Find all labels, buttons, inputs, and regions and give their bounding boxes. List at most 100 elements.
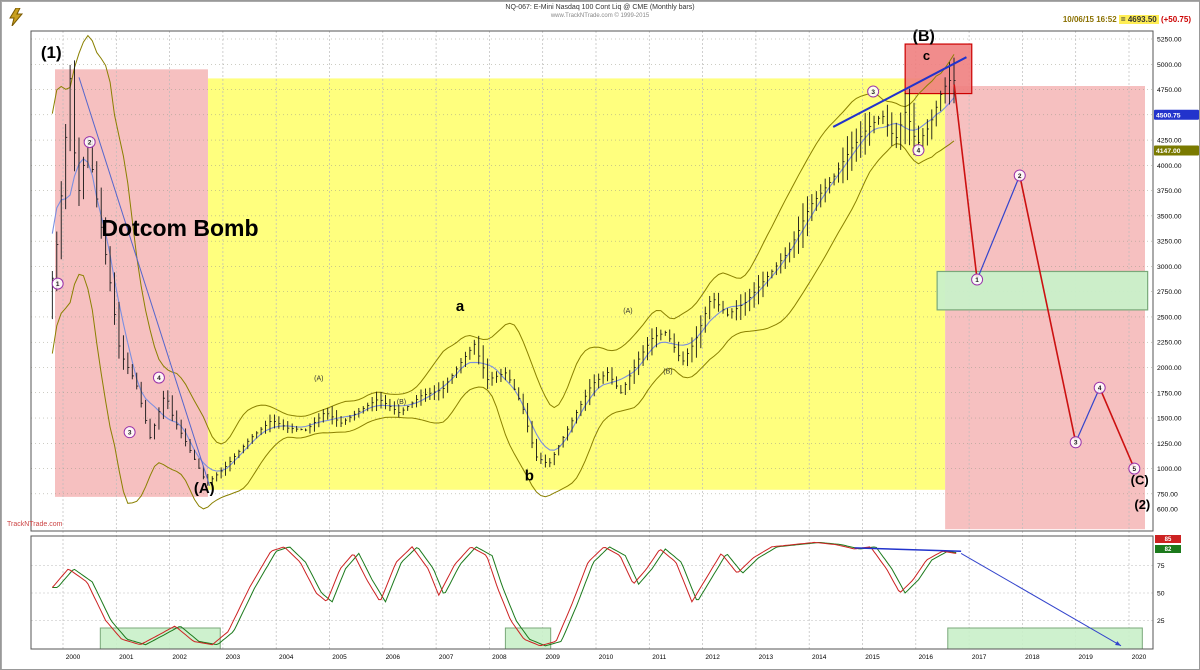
- oversold-box: [947, 627, 1143, 650]
- price-tick-label: 1750.00: [1157, 390, 1182, 397]
- year-tick-label: 2009: [545, 654, 560, 661]
- wave-circle-number: 4: [157, 375, 161, 382]
- wave-label: (C): [1131, 473, 1149, 488]
- support-box: [936, 270, 1149, 311]
- app-logo-icon[interactable]: [8, 7, 24, 27]
- wave-label: (2): [1134, 497, 1150, 512]
- year-tick-label: 2002: [172, 654, 187, 661]
- price-tick-label: 5250.00: [1157, 37, 1182, 44]
- wave-circle-number: 3: [871, 89, 875, 96]
- osc-tick-label: 75: [1157, 563, 1165, 570]
- wave-label: a: [456, 298, 465, 315]
- year-tick-label: 2014: [812, 654, 827, 661]
- bull-market-zone: [207, 78, 946, 490]
- wave-circle: [912, 144, 925, 157]
- year-tick-label: 2006: [386, 654, 401, 661]
- price-tick-label: 1250.00: [1157, 441, 1182, 448]
- quote-readout: 10/06/15 16:52 = 4693.50 (+50.75): [1063, 15, 1191, 24]
- trendline: [832, 56, 967, 128]
- price-highlight: [1154, 145, 1199, 156]
- year-tick-label: 2003: [226, 654, 241, 661]
- wave-circle: [1128, 462, 1141, 475]
- year-tick-label: 2019: [1078, 654, 1093, 661]
- wave-circle: [867, 85, 880, 98]
- wave-label: (1): [41, 43, 62, 62]
- wave-circle: [123, 426, 136, 439]
- wave-label: Dotcom Bomb: [101, 215, 258, 241]
- main-plot-frame: [30, 30, 1154, 532]
- year-tick-label: 2015: [865, 654, 880, 661]
- watermark: TrackNTrade.com: [7, 521, 63, 528]
- osc-readout: [1155, 545, 1181, 553]
- osc-readout-value: 85: [1165, 537, 1172, 543]
- chart-title: NQ-067: E-Mini Nasdaq 100 Cont Liq @ CME…: [505, 4, 695, 11]
- year-tick-label: 2011: [652, 654, 666, 661]
- price-bars: [51, 57, 956, 486]
- osc-projection-line: [960, 552, 1122, 647]
- wave-circle-number: 2: [1018, 173, 1022, 180]
- price-tick-label: 3000.00: [1157, 264, 1182, 271]
- year-tick-label: 2001: [119, 654, 134, 661]
- price-tick-label: 4750.00: [1157, 87, 1182, 94]
- price-tick-label: 1500.00: [1157, 416, 1182, 423]
- wave-circle: [971, 273, 984, 286]
- price-tick-label: 4250.00: [1157, 138, 1182, 145]
- minor-wave-label: (B): [663, 369, 672, 376]
- year-tick-label: 2000: [66, 654, 81, 661]
- quote-change: (+50.75): [1160, 15, 1191, 24]
- projection-leg: [953, 84, 978, 280]
- stochastic-fast: [51, 541, 957, 647]
- price-highlight: [1154, 109, 1199, 120]
- price-tick-label: 3750.00: [1157, 188, 1182, 195]
- projection-leg: [1098, 387, 1136, 469]
- quote-time: 10/06/15 16:52: [1062, 15, 1117, 24]
- wave-circle: [83, 136, 96, 149]
- osc-readout: [1155, 535, 1181, 543]
- wave-circle-number: 3: [128, 430, 132, 437]
- minor-wave-label: (A): [314, 376, 323, 383]
- dotcom-crash-zone: [55, 69, 208, 497]
- wave-circle: [1069, 436, 1082, 449]
- osc-tick-label: 50: [1157, 590, 1165, 597]
- year-tick-label: 2005: [332, 654, 347, 661]
- stochastic-slow: [52, 542, 957, 647]
- year-tick-label: 2008: [492, 654, 507, 661]
- year-tick-label: 2018: [1025, 654, 1040, 661]
- wave-label: (A): [194, 480, 215, 497]
- divergence-line: [854, 547, 962, 552]
- price-highlight-value: 4500.75: [1156, 112, 1181, 119]
- price-tick-label: 3250.00: [1157, 239, 1182, 246]
- trendline: [78, 77, 211, 486]
- wave-circle-number: 2: [88, 139, 92, 146]
- price-tick-label: 750.00: [1157, 491, 1178, 498]
- wave-circle: [1013, 169, 1026, 182]
- year-tick-label: 2007: [439, 654, 454, 661]
- price-tick-label: 3500.00: [1157, 213, 1182, 220]
- wave-circle: [152, 371, 165, 384]
- wave-circle-number: 1: [975, 277, 979, 284]
- oversold-box: [504, 627, 552, 650]
- minor-wave-label: (A): [623, 308, 632, 315]
- year-tick-label: 2016: [919, 654, 934, 661]
- osc-tick-label: 25: [1157, 618, 1165, 625]
- wave-label: b: [525, 468, 534, 485]
- oversold-box: [99, 627, 221, 650]
- price-tick-label: 2750.00: [1157, 289, 1182, 296]
- wave-circle: [51, 277, 64, 290]
- year-tick-label: 2012: [705, 654, 720, 661]
- wave-circle: [1093, 381, 1106, 394]
- price-tick-label: 2500.00: [1157, 314, 1182, 321]
- year-tick-label: 2017: [972, 654, 987, 661]
- quote-price: = 4693.50: [1118, 15, 1159, 24]
- price-tick-label: 600.00: [1157, 507, 1178, 514]
- projection-leg: [976, 175, 1021, 280]
- wave-label: c: [923, 48, 930, 63]
- price-tick-label: 2000.00: [1157, 365, 1182, 372]
- bollinger-upper: [51, 34, 955, 445]
- price-tick-label: 1000.00: [1157, 466, 1182, 473]
- year-tick-label: 2004: [279, 654, 294, 661]
- wave-circle-number: 5: [1133, 466, 1137, 473]
